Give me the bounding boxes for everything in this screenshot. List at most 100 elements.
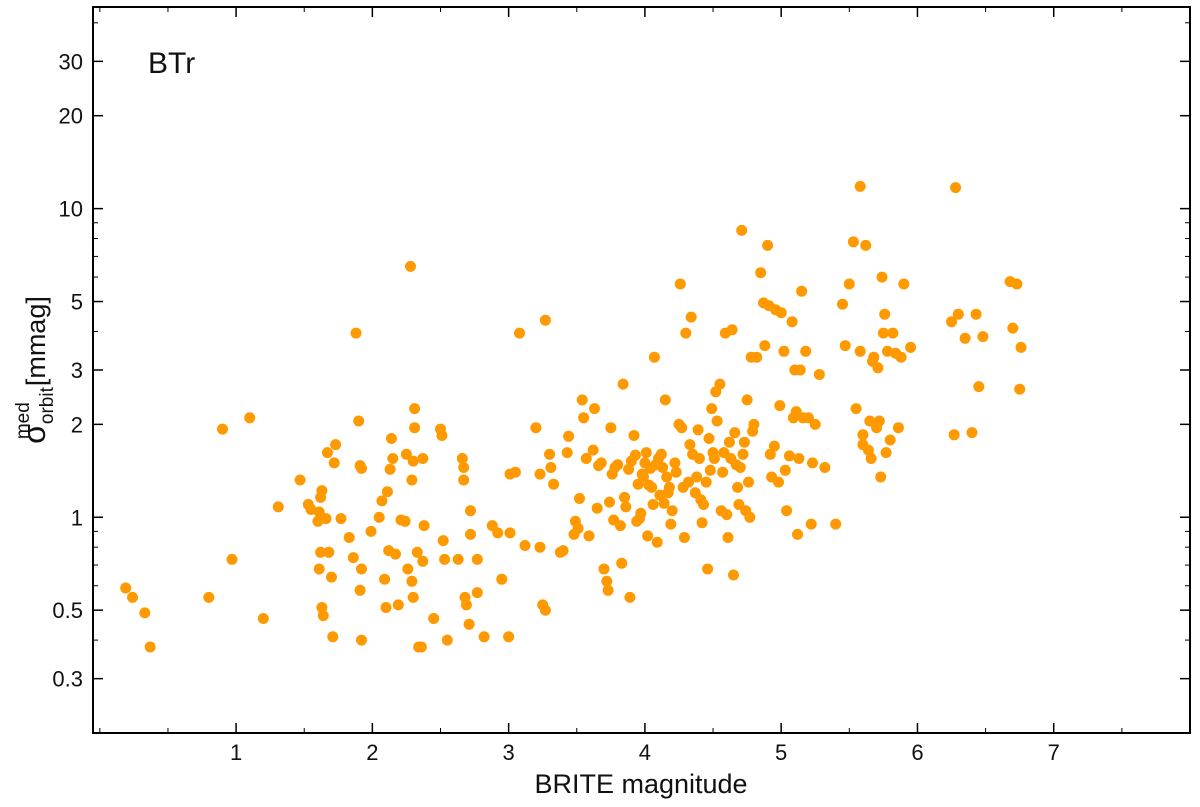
data-point xyxy=(877,327,889,339)
data-point xyxy=(734,462,746,473)
data-point xyxy=(316,602,328,613)
data-point xyxy=(257,613,269,624)
data-point xyxy=(865,453,877,464)
data-point xyxy=(837,298,848,310)
data-point xyxy=(478,631,490,643)
data-point xyxy=(458,462,470,473)
data-point xyxy=(700,476,712,488)
data-point xyxy=(320,513,332,525)
data-point xyxy=(409,403,421,415)
data-point xyxy=(614,520,626,532)
y-tick-label: 0.5 xyxy=(52,598,83,623)
data-point xyxy=(321,447,333,459)
data-point xyxy=(465,528,476,540)
data-point xyxy=(328,457,340,469)
data-point xyxy=(696,517,708,529)
data-point xyxy=(850,403,862,415)
data-point xyxy=(950,182,962,194)
data-point xyxy=(762,239,774,251)
data-point xyxy=(857,429,869,441)
data-point xyxy=(684,439,696,451)
data-point xyxy=(805,518,817,530)
data-point xyxy=(144,641,156,653)
data-point xyxy=(905,341,917,353)
data-point xyxy=(717,466,729,478)
data-point xyxy=(458,474,470,486)
data-point xyxy=(379,573,391,585)
data-point xyxy=(612,459,624,471)
y-tick-label: 20 xyxy=(59,104,83,129)
data-point xyxy=(647,499,659,510)
data-point xyxy=(460,599,472,611)
data-point xyxy=(315,546,327,558)
data-point xyxy=(380,602,392,613)
y-tick-label: 10 xyxy=(59,197,83,222)
data-point xyxy=(605,422,617,434)
data-point xyxy=(629,449,641,461)
data-point xyxy=(602,584,614,596)
data-point xyxy=(335,513,347,525)
data-point xyxy=(604,496,615,508)
data-point xyxy=(415,641,427,653)
data-point xyxy=(139,607,151,619)
data-point xyxy=(539,604,551,616)
data-point xyxy=(509,466,521,478)
data-point xyxy=(658,497,670,509)
data-point xyxy=(356,634,367,646)
data-point xyxy=(693,453,705,464)
data-point xyxy=(572,522,584,534)
data-point xyxy=(646,481,658,493)
data-point xyxy=(436,430,448,441)
data-point xyxy=(655,448,667,460)
data-point xyxy=(793,453,805,464)
x-tick-label: 2 xyxy=(366,740,378,765)
data-point xyxy=(407,591,419,603)
data-point xyxy=(959,332,971,344)
data-point xyxy=(417,453,429,464)
data-point xyxy=(741,394,753,406)
data-point xyxy=(1015,341,1027,353)
data-point xyxy=(203,591,215,603)
data-point xyxy=(638,471,649,483)
data-point xyxy=(768,440,780,452)
data-point xyxy=(872,362,884,374)
y-axis-title-sub: orbit xyxy=(37,386,58,424)
data-point xyxy=(729,427,741,439)
data-point xyxy=(880,447,892,459)
data-point xyxy=(692,424,704,436)
data-point xyxy=(601,575,613,587)
y-axis-title-unit: [mmag] xyxy=(21,296,51,386)
y-tick-label: 30 xyxy=(59,49,83,74)
data-point xyxy=(580,453,592,464)
data-point xyxy=(620,501,632,513)
data-point xyxy=(977,331,989,343)
data-point xyxy=(439,553,451,565)
data-point xyxy=(317,610,329,622)
data-point xyxy=(407,455,419,467)
data-point xyxy=(354,584,366,596)
y-axis-title-sup: med xyxy=(13,402,34,439)
data-point xyxy=(418,520,430,532)
data-point xyxy=(642,530,654,542)
data-point xyxy=(327,631,339,643)
data-point xyxy=(417,555,429,567)
data-point xyxy=(830,518,842,530)
data-point xyxy=(628,430,640,441)
data-point xyxy=(774,400,786,412)
data-point xyxy=(809,418,821,430)
data-point xyxy=(663,481,675,493)
data-point xyxy=(591,502,603,514)
data-point xyxy=(519,540,531,551)
data-point xyxy=(428,613,440,624)
y-tick-label: 2 xyxy=(71,412,83,437)
data-point xyxy=(272,501,284,513)
data-point xyxy=(456,453,468,464)
data-point xyxy=(503,631,515,643)
y-tick-label: 3 xyxy=(71,358,83,383)
data-point xyxy=(711,415,723,427)
data-point xyxy=(775,307,787,319)
data-point xyxy=(392,599,404,611)
data-point xyxy=(405,260,416,272)
data-point xyxy=(441,634,453,646)
